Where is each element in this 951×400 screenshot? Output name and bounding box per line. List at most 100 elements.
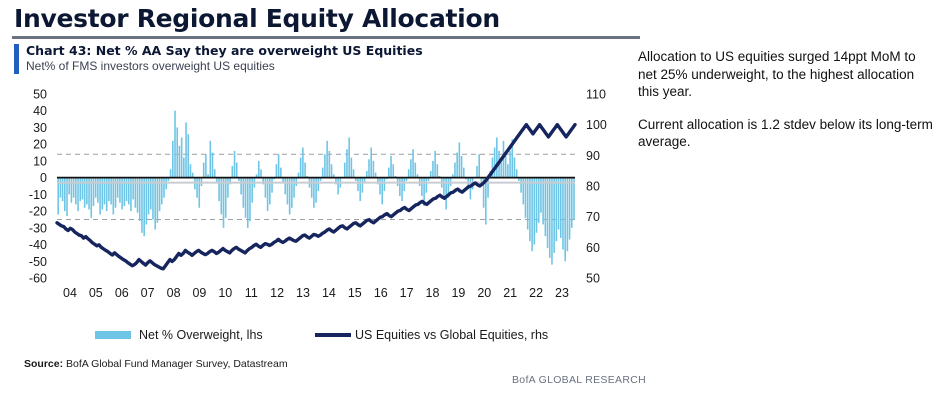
chart-bar	[427, 177, 430, 181]
chart-bar	[145, 177, 148, 225]
chart-bar	[383, 177, 386, 192]
chart-bar	[526, 177, 529, 230]
chart-bar	[101, 177, 104, 210]
chart-bar	[105, 177, 108, 212]
chart-bar	[370, 147, 372, 178]
chart-bar	[61, 177, 64, 202]
chart-bar	[573, 177, 575, 220]
chart-bar	[198, 177, 201, 208]
chart-bar	[559, 177, 562, 238]
chart-title: Chart 43: Net % AA Say they are overweig…	[26, 43, 423, 58]
chart-bar	[143, 177, 145, 237]
chart-bar	[213, 169, 216, 178]
chart-bar	[374, 172, 377, 178]
commentary-paragraph-1: Allocation to US equities surged 14ppt M…	[638, 49, 916, 99]
y-axis-tick-left: 0	[40, 171, 47, 185]
chart-bar	[491, 157, 494, 178]
chart-bar	[185, 122, 187, 178]
chart-bar	[255, 174, 258, 178]
chart-bar	[504, 152, 507, 178]
chart-bar	[251, 177, 253, 203]
chart-bar	[86, 177, 88, 205]
legend-label-bars: Net % Overweight, lhs	[139, 328, 263, 342]
chart-bar	[134, 177, 137, 208]
chart-bar	[110, 177, 112, 205]
chart-bar	[114, 177, 117, 208]
y-axis-tick-left: -30	[29, 221, 47, 235]
chart-bar	[363, 177, 366, 183]
chart-bar	[416, 174, 419, 178]
chart-bar	[246, 177, 249, 228]
chart-bar	[269, 177, 271, 205]
chart-bar	[412, 149, 414, 178]
chart-bar	[399, 177, 401, 197]
legend-item-bars: Net % Overweight, lhs	[95, 328, 263, 342]
chart-bar	[174, 110, 176, 178]
x-axis-tick: 11	[245, 286, 258, 300]
chart-bar	[421, 177, 423, 197]
chart-bar	[487, 177, 489, 198]
chart-bar	[284, 177, 287, 195]
chart-bar	[169, 169, 172, 178]
chart-bar	[264, 177, 267, 198]
chart-bar	[70, 177, 73, 203]
chart-bar	[432, 160, 434, 178]
chart-bar	[313, 177, 315, 208]
chart-bar	[562, 177, 564, 250]
chart-bar	[321, 167, 324, 178]
chart-bar	[112, 177, 115, 215]
y-axis-tick-left: -50	[29, 255, 47, 269]
chart-bar	[476, 165, 478, 178]
x-axis-tick: 10	[218, 286, 232, 300]
chart-bar	[410, 159, 412, 178]
chart-bar	[57, 177, 59, 215]
y-axis-tick-left: 50	[33, 88, 47, 102]
chart-bar	[64, 177, 66, 212]
chart-bar	[304, 162, 306, 178]
chart-bar	[513, 157, 516, 178]
footer-branding: BofA GLOBAL RESEARCH	[512, 374, 646, 386]
x-axis-tick: 20	[477, 286, 491, 300]
chart-bar	[224, 177, 227, 218]
chart-bar	[365, 170, 368, 178]
y-axis-tick-left: -20	[29, 205, 47, 219]
chart-bar	[211, 152, 214, 178]
chart-legend: Net % Overweight, lhs US Equities vs Glo…	[0, 326, 640, 348]
chart-bar	[222, 177, 225, 228]
chart-bar	[282, 177, 284, 183]
chart-bar	[555, 177, 558, 242]
chart-bar	[544, 177, 547, 237]
chart-bar	[368, 159, 370, 178]
source-text: BofA Global Fund Manager Survey, Datastr…	[66, 358, 288, 370]
chart-bar	[77, 177, 79, 212]
chart-bar	[288, 177, 291, 215]
chart-line	[55, 122, 577, 271]
chart-bar	[187, 134, 190, 178]
chart-bar	[94, 177, 97, 198]
chart-bar	[103, 177, 106, 205]
x-axis-tick: 14	[322, 286, 336, 300]
chart-bar	[189, 164, 192, 178]
chart-bar	[423, 177, 425, 207]
chart-bar	[207, 174, 209, 178]
chart-bar	[138, 177, 141, 222]
y-axis-tick-right: 90	[586, 149, 600, 163]
chart-bar	[326, 140, 328, 178]
y-axis-tick-left: -40	[29, 238, 47, 252]
chart-bar	[469, 177, 472, 200]
chart-bar	[546, 177, 549, 248]
chart-bar	[97, 177, 99, 203]
chart-bar	[108, 177, 110, 202]
chart-bar	[116, 177, 119, 198]
chart-bar	[92, 177, 95, 207]
chart-bar	[502, 140, 505, 178]
chart-bar	[75, 177, 77, 205]
chart-bar	[401, 177, 403, 202]
chart-bar	[161, 177, 163, 205]
chart-bar	[152, 177, 154, 220]
chart-bar	[564, 177, 566, 262]
chart-bar	[482, 177, 485, 208]
chart-bar	[330, 164, 333, 178]
chart-bar	[136, 177, 139, 213]
chart-bar	[529, 177, 531, 242]
